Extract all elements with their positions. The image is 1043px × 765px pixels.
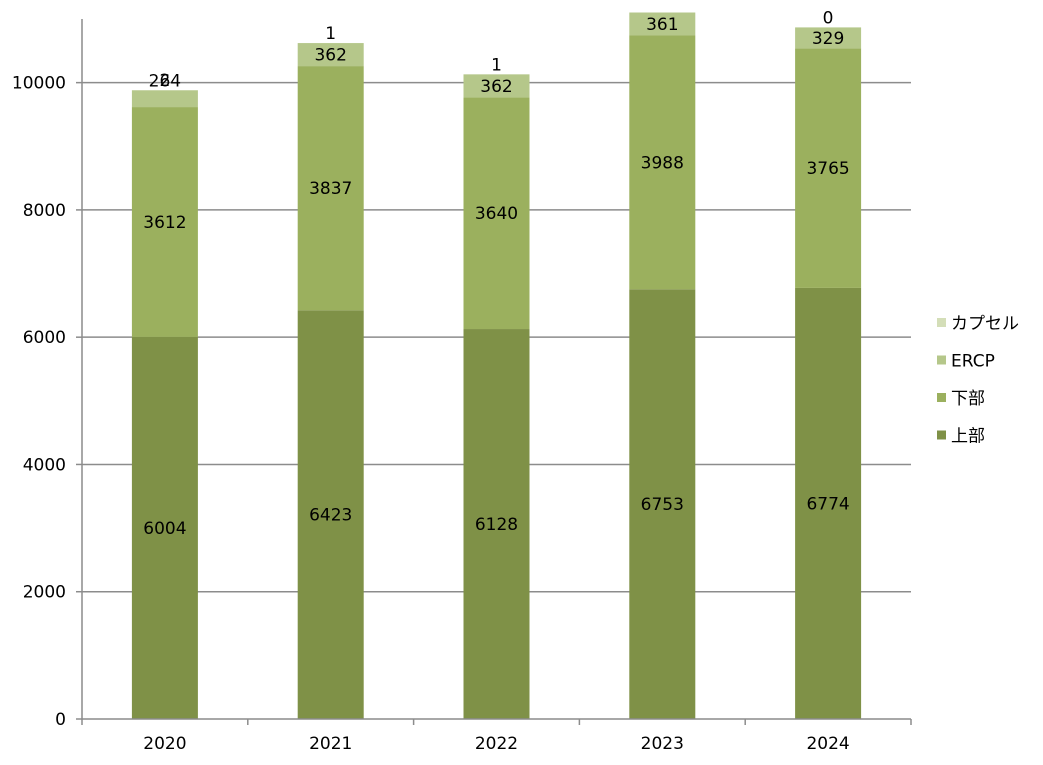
data-label-カプセル-2022: 1 [491, 55, 502, 75]
legend-label-下部: 下部 [951, 389, 985, 409]
bar-下部-2023 [629, 35, 696, 290]
data-label-カプセル-2020: 2 [159, 71, 170, 91]
bar-上部-2023 [629, 289, 696, 719]
data-label-上部-2023: 6753 [641, 495, 684, 515]
bars [131, 12, 862, 719]
data-label-下部-2022: 3640 [475, 204, 518, 224]
data-label-上部-2020: 6004 [143, 519, 186, 539]
x-tick-label: 2021 [309, 734, 352, 754]
bar-ERCP-2022 [463, 74, 530, 98]
data-label-下部-2024: 3765 [806, 159, 849, 179]
legend-swatch-下部 [937, 393, 946, 402]
bar-ERCP-2023 [629, 12, 696, 36]
x-tick-label: 2020 [143, 734, 186, 754]
bar-上部-2024 [795, 287, 862, 719]
legend-label-上部: 上部 [951, 427, 985, 447]
y-tick-label: 6000 [23, 328, 66, 348]
y-axis: 0 2000 4000 6000 8000 10000 [12, 19, 83, 730]
data-label-カプセル-2021: 1 [325, 24, 336, 44]
y-tick-label: 4000 [23, 455, 66, 475]
y-tick-label: 8000 [23, 201, 66, 221]
legend-swatch-上部 [937, 430, 946, 440]
bar-ERCP-2021 [297, 43, 364, 67]
data-label-ERCP-2022: 362 [480, 77, 512, 97]
legend-label-カプセル: カプセル [951, 314, 1019, 334]
data-label-ERCP-2020: 264 [149, 71, 181, 91]
bar-上部-2021 [297, 310, 364, 719]
data-label-ERCP-2021: 362 [314, 46, 346, 66]
legend-swatch-ERCP [937, 355, 946, 365]
bar-上部-2022 [463, 329, 530, 719]
bar-ERCP-2024 [795, 27, 862, 49]
y-tick-label: 2000 [23, 583, 66, 603]
data-labels: 6004361226426423383736216128364036216753… [143, 8, 849, 539]
data-label-ERCP-2024: 329 [812, 29, 844, 49]
legend-label-ERCP: ERCP [951, 352, 995, 372]
legend-swatch-カプセル [937, 318, 946, 327]
x-tick-label: 2024 [806, 734, 849, 754]
x-tick-label: 2023 [641, 734, 684, 754]
data-label-下部-2021: 3837 [309, 179, 352, 199]
bar-ERCP-2020 [131, 90, 198, 108]
bar-下部-2022 [463, 97, 530, 330]
data-label-上部-2022: 6128 [475, 515, 518, 535]
x-tick-label: 2022 [475, 734, 518, 754]
data-label-下部-2023: 3988 [641, 153, 684, 173]
data-label-カプセル-2024: 0 [823, 8, 834, 28]
data-label-ERCP-2023: 361 [646, 15, 678, 35]
y-tick-label: 0 [55, 710, 66, 730]
y-tick-label: 10000 [12, 74, 66, 94]
bar-下部-2021 [297, 66, 364, 311]
bar-下部-2024 [795, 48, 862, 288]
data-label-上部-2024: 6774 [806, 494, 849, 514]
bar-上部-2020 [131, 336, 198, 719]
data-label-上部-2021: 6423 [309, 506, 352, 526]
x-axis: 2020 2021 2022 2023 2024 [81, 718, 912, 754]
data-label-下部-2020: 3612 [143, 213, 186, 233]
bar-下部-2020 [131, 107, 198, 337]
